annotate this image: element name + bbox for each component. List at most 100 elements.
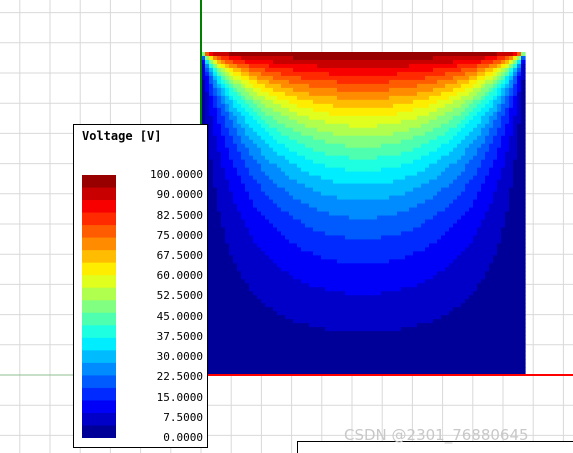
contour-cell <box>521 55 526 61</box>
contour-cell <box>353 63 358 69</box>
contour-cell <box>461 251 466 256</box>
contour-cell <box>317 143 322 149</box>
contour-cell <box>501 135 506 141</box>
contour-cell <box>353 111 358 117</box>
contour-cell <box>349 199 354 205</box>
contour-cell <box>245 55 250 61</box>
contour-cell <box>489 83 494 89</box>
contour-cell <box>441 187 446 193</box>
contour-cell <box>269 123 274 129</box>
contour-cell <box>345 287 350 292</box>
contour-cell <box>505 195 510 201</box>
contour-cell <box>209 207 214 213</box>
contour-cell <box>429 279 434 284</box>
contour-cell <box>273 127 278 133</box>
contour-cell <box>397 183 402 189</box>
contour-cell <box>237 55 242 61</box>
contour-cell <box>257 115 262 121</box>
contour-cell <box>381 211 386 217</box>
contour-cell <box>445 167 450 173</box>
contour-cell <box>313 52 318 57</box>
contour-cell <box>349 259 354 264</box>
contour-cell <box>377 263 382 268</box>
contour-cell <box>417 183 422 189</box>
contour-cell <box>453 263 458 268</box>
contour-cell <box>489 227 494 233</box>
contour-cell <box>401 283 406 288</box>
contour-cell <box>497 247 502 252</box>
contour-cell <box>229 251 234 256</box>
contour-cell <box>421 135 426 141</box>
contour-cell <box>517 131 522 137</box>
contour-cell <box>473 259 478 264</box>
contour-cell <box>213 179 218 185</box>
contour-cell <box>437 247 442 252</box>
contour-cell <box>453 171 458 177</box>
contour-cell <box>245 135 250 141</box>
contour-cell <box>385 203 390 209</box>
contour-cell <box>289 115 294 121</box>
contour-cell <box>409 203 414 209</box>
contour-cell <box>517 52 522 57</box>
contour-cell <box>413 159 418 165</box>
contour-cell <box>441 243 446 248</box>
contour-cell <box>281 171 286 177</box>
contour-cell <box>457 203 462 209</box>
contour-cell <box>405 247 410 252</box>
contour-cell <box>265 167 270 173</box>
contour-cell <box>401 95 406 101</box>
contour-cell <box>273 239 278 245</box>
contour-cell <box>209 127 214 133</box>
contour-cell <box>449 131 454 137</box>
contour-cell <box>393 235 398 241</box>
contour-cell <box>461 135 466 141</box>
contour-cell <box>309 263 314 268</box>
contour-cell <box>433 219 438 225</box>
contour-cell <box>293 131 298 137</box>
contour-cell <box>213 171 218 177</box>
contour-cell <box>221 287 226 292</box>
contour-cell <box>497 163 502 169</box>
contour-cell <box>293 59 298 65</box>
contour-cell <box>221 239 226 245</box>
contour-cell <box>365 219 370 225</box>
contour-cell <box>365 203 370 209</box>
contour-cell <box>421 291 426 296</box>
contour-cell <box>521 267 526 272</box>
contour-cell <box>481 123 486 129</box>
contour-cell <box>417 79 422 85</box>
contour-cell <box>501 119 506 125</box>
contour-cell <box>485 175 490 181</box>
contour-cell <box>413 239 418 245</box>
contour-cell <box>233 59 238 65</box>
contour-cell <box>441 151 446 157</box>
contour-cell <box>509 203 514 209</box>
contour-cell <box>229 279 234 284</box>
contour-cell <box>253 103 258 109</box>
contour-cell <box>429 111 434 117</box>
contour-cell <box>209 279 214 284</box>
contour-cell <box>401 163 406 169</box>
contour-cell <box>297 283 302 288</box>
contour-cell <box>385 99 390 105</box>
contour-cell <box>337 163 342 169</box>
contour-cell <box>397 207 402 213</box>
contour-cell <box>501 251 506 256</box>
contour-cell <box>505 275 510 280</box>
contour-cell <box>421 271 426 276</box>
contour-cell <box>233 279 238 284</box>
contour-cell <box>417 283 422 288</box>
contour-cell <box>493 227 498 233</box>
contour-cell <box>485 87 490 93</box>
contour-cell <box>397 215 402 221</box>
contour-cell <box>337 79 342 85</box>
contour-cell <box>317 235 322 241</box>
contour-cell <box>381 107 386 113</box>
contour-cell <box>265 135 270 141</box>
contour-cell <box>433 175 438 181</box>
contour-cell <box>325 167 330 173</box>
contour-cell <box>437 239 442 245</box>
contour-cell <box>261 111 266 117</box>
contour-cell <box>457 259 462 264</box>
